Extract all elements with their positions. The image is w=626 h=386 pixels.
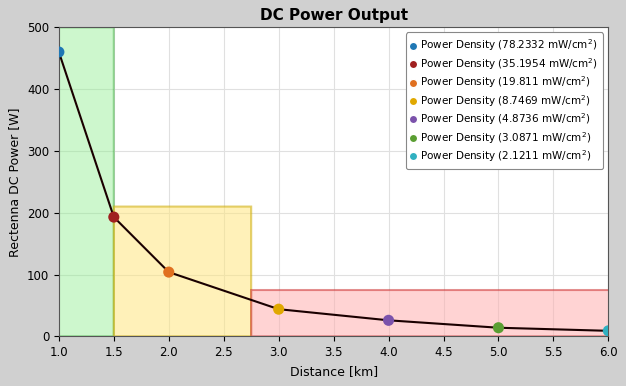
Y-axis label: Rectenna DC Power [W]: Rectenna DC Power [W] (8, 107, 21, 257)
X-axis label: Distance [km]: Distance [km] (290, 365, 377, 378)
Point (384, 317, 394, 323)
Point (493, 325, 503, 331)
Point (603, 328, 613, 334)
FancyBboxPatch shape (114, 207, 251, 336)
FancyBboxPatch shape (251, 290, 614, 336)
Legend: Power Density (78.2332 mW/cm$^2$), Power Density (35.1954 mW/cm$^2$), Power Dens: Power Density (78.2332 mW/cm$^2$), Power… (406, 32, 603, 169)
Point (274, 306, 284, 312)
FancyBboxPatch shape (59, 27, 114, 336)
Title: DC Power Output: DC Power Output (260, 8, 408, 23)
Point (54, 49, 64, 55)
Point (109, 214, 119, 220)
Point (164, 269, 174, 275)
